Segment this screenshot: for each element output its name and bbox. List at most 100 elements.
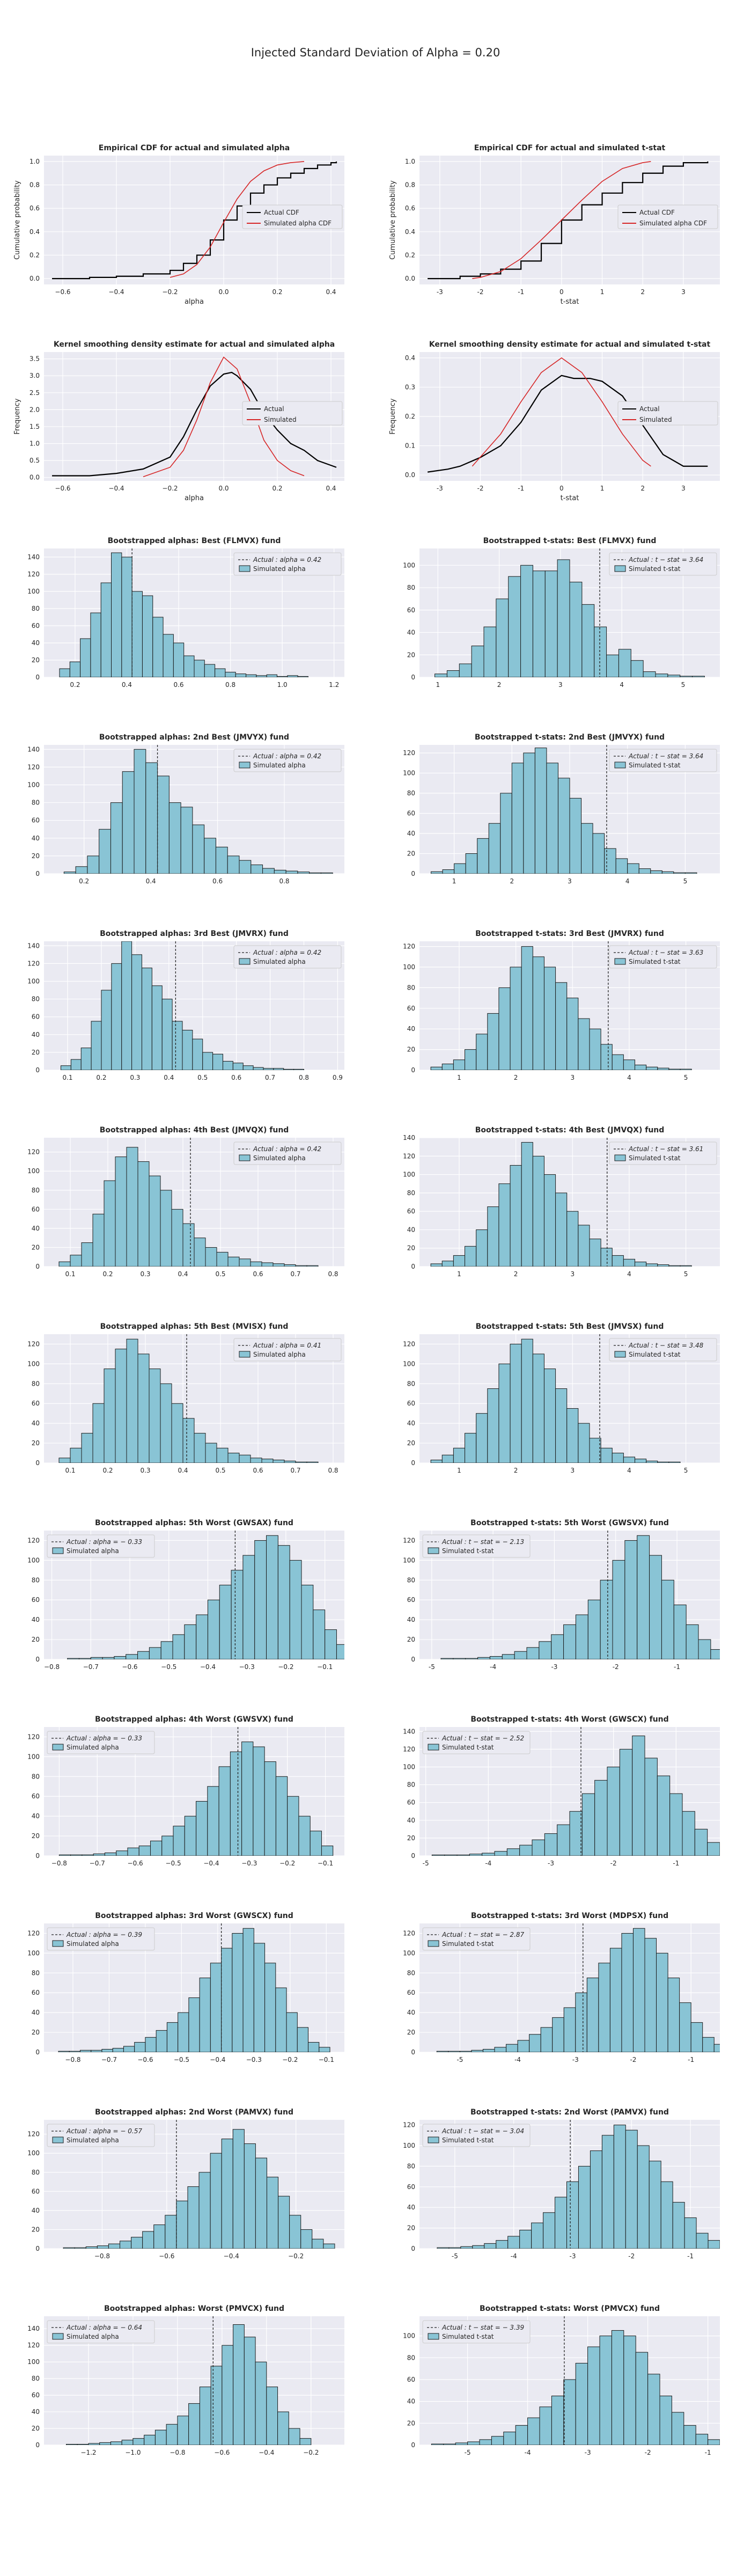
hist-bar (590, 2150, 602, 2249)
hist-bar (99, 2442, 111, 2445)
hist-bar (299, 2438, 312, 2445)
hist-bar (707, 1842, 720, 1856)
hist-bar (101, 2048, 113, 2052)
y-tick-label: 100 (27, 1556, 40, 1564)
hist-bar (437, 2247, 450, 2249)
y-tick-label: 80 (32, 1576, 40, 1584)
hist-bar (160, 1190, 172, 1267)
legend-label-0: Actual CDF (639, 209, 675, 216)
hist-bar (301, 1585, 314, 1659)
legend-bar-swatch (428, 1547, 439, 1554)
hist-bar (188, 2403, 200, 2445)
hist-bar (543, 1174, 556, 1267)
hist-bar (526, 1647, 540, 1659)
hist-bar (649, 1555, 662, 1659)
hist-bar (144, 2434, 156, 2445)
hist-bar (519, 1845, 533, 1856)
hist-bar (465, 1246, 477, 1267)
hist-bar (266, 1535, 278, 1659)
x-tick-label: −0.8 (94, 2252, 110, 2260)
hist-bar (227, 855, 240, 874)
x-tick-label: 0.2 (96, 1074, 106, 1081)
legend-actual-label: Actual : t − stat = 3.64 (628, 752, 703, 760)
hist-bar (476, 1034, 488, 1070)
hist-bar (157, 775, 170, 874)
y-tick-label: 0.3 (405, 383, 415, 391)
legend-box (422, 1731, 531, 1754)
chart-panel-2: −0.6 −0.4 −0.2 0.0 0.2 0.4 0.0 0.5 1.0 1.5 2.0 2.5 3… (6, 336, 355, 518)
y-tick-label: 80 (407, 1380, 415, 1387)
legend-bar-swatch (428, 2333, 439, 2340)
legend-box (242, 204, 343, 229)
hist-bar (469, 1854, 483, 1856)
hist-bar (543, 1368, 556, 1463)
hist-bar (471, 2050, 483, 2052)
hist-bar (108, 2243, 121, 2249)
legend-actual-label: Actual : t − stat = − 2.13 (441, 1538, 524, 1546)
chart-svg: -5 -4 -3 -2 -1 0 20 40 60 80 100 120 140 Bootstrapped… (403, 1715, 720, 1867)
hist-bar (251, 864, 263, 874)
y-tick-label: 80 (407, 2354, 415, 2361)
hist-bar (511, 763, 524, 874)
hist-bar (661, 871, 674, 874)
y-tick-label: 80 (32, 1187, 40, 1194)
hist-bar (544, 1833, 558, 1856)
y-tick-label: 80 (32, 605, 40, 612)
hist-bar (659, 2395, 672, 2445)
legend-bar-swatch (52, 2333, 64, 2340)
hist-bar (255, 2157, 267, 2249)
hist-bar (150, 1840, 163, 1856)
hist-bar (612, 1560, 625, 1659)
hist-bar (266, 674, 277, 677)
hist-bar (145, 762, 158, 874)
hist-bar (65, 2443, 78, 2445)
hist-bar (514, 1651, 527, 1659)
y-tick-label: 20 (407, 1636, 415, 1643)
legend-box (47, 1927, 155, 1951)
chart-title: Empirical CDF for actual and simulated a… (99, 144, 290, 152)
hist-bar (686, 1624, 699, 1659)
hist-bar (126, 1338, 138, 1463)
y-tick-label: 0.0 (30, 275, 40, 282)
hist-bar (134, 749, 146, 874)
hist-bar (587, 1599, 601, 1659)
hist-bar (679, 2002, 691, 2052)
x-tick-label: -1 (518, 288, 524, 296)
hist-bar (557, 1824, 570, 1856)
x-tick-label: 2 (640, 288, 645, 296)
hist-bar (623, 1457, 636, 1463)
y-tick-label: 140 (403, 1134, 415, 1141)
hist-bar (264, 1761, 276, 1856)
legend-actual-label: Actual : t − stat = − 3.04 (441, 2127, 524, 2135)
hist-bar (207, 1599, 220, 1659)
hist-bar (669, 1793, 683, 1856)
chart-title: Bootstrapped alphas: 4th Worst (GWSVX) f… (95, 1715, 293, 1724)
x-tick-label: 0.3 (130, 1074, 140, 1081)
y-tick-label: 1.0 (30, 440, 40, 448)
x-tick-label: −0.3 (241, 1860, 257, 1867)
hist-bar (235, 674, 247, 677)
chart-svg: −0.8 −0.7 −0.6 −0.5 −0.4 −0.3 −0.2 −0.1 0 20 40 60 8… (27, 1912, 344, 2063)
hist-bar (667, 1978, 680, 2052)
hist-bar (521, 1338, 533, 1463)
hist-bar (656, 1952, 668, 2052)
chart-panel-13: 1 2 3 4 5 0 20 40 60 80 100 120 Bootstrapped t-stats… (382, 1318, 731, 1501)
hist-bar (100, 582, 112, 677)
y-tick-label: 120 (27, 1733, 40, 1740)
hist-bar (261, 1262, 274, 1267)
legend-sim-label: Simulated alpha (253, 958, 306, 965)
hist-bar (261, 1459, 274, 1463)
chart-panel-7: 1 2 3 4 5 0 20 40 60 80 100 120 Bootstrapped t-stats… (382, 729, 731, 911)
hist-bar (297, 872, 310, 874)
y-axis-label: Cumulative probability (13, 180, 21, 260)
hist-bar (555, 982, 568, 1070)
x-tick-label: 0.3 (140, 1467, 150, 1474)
plot-marks (65, 2316, 312, 2445)
x-tick-label: 0.6 (253, 1467, 263, 1474)
hist-bar (242, 1065, 254, 1070)
x-tick-label: 0.9 (333, 1074, 343, 1081)
y-tick-label: 100 (403, 963, 415, 971)
x-tick-label: -1 (705, 2449, 711, 2456)
hist-bar (182, 1223, 195, 1267)
hist-bar (253, 1943, 266, 2052)
